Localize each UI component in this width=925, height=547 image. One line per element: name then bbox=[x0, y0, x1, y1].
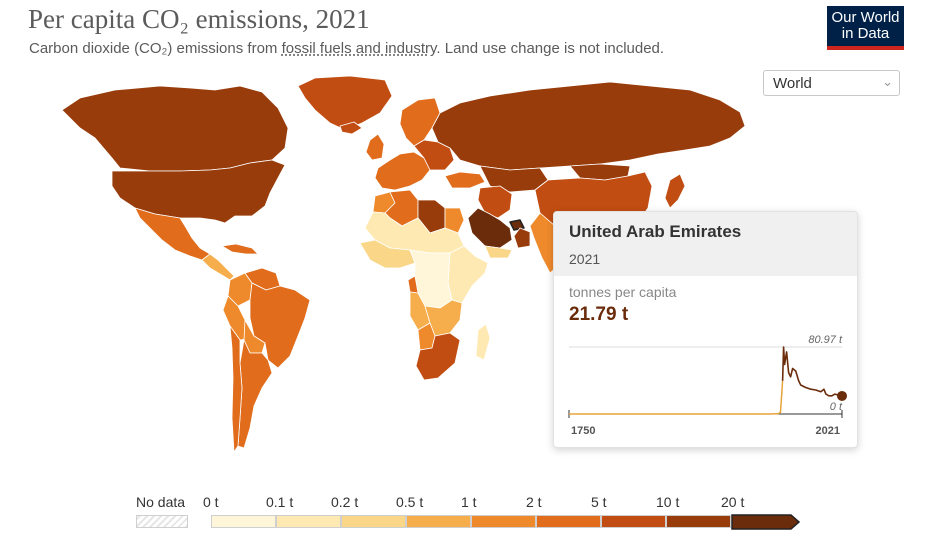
legend-swatch[interactable] bbox=[601, 515, 666, 528]
country-Europe-West[interactable] bbox=[374, 151, 431, 191]
legend-label: 5 t bbox=[591, 494, 607, 510]
tooltip-country: United Arab Emirates bbox=[569, 222, 742, 241]
country-Chile[interactable] bbox=[229, 325, 243, 453]
legend-label: 10 t bbox=[656, 494, 680, 510]
country-Iceland[interactable] bbox=[339, 121, 363, 135]
region-select[interactable]: World ⌄ bbox=[763, 70, 900, 96]
sparkline-end-year: 2021 bbox=[816, 425, 840, 437]
country-Argentina[interactable] bbox=[237, 339, 273, 449]
tooltip-unit-label: tonnes per capita bbox=[569, 284, 677, 300]
country-South-Africa[interactable] bbox=[415, 332, 461, 381]
legend-no-data-swatch[interactable] bbox=[136, 515, 188, 528]
world-map bbox=[61, 75, 746, 453]
color-legend: No data 0 t 0.1 t 0.2 t 0.5 t 1 t 2 t 5 t 10 t 2… bbox=[0, 490, 925, 540]
legend-label: 2 t bbox=[526, 494, 542, 510]
sparkline-series-early bbox=[569, 380, 784, 415]
sparkline: 80.97 t 0 t 1750 2021 bbox=[568, 334, 847, 437]
sparkline-min-label: 0 t bbox=[830, 401, 843, 413]
chart-subtitle: Carbon dioxide (CO₂) emissions from foss… bbox=[29, 40, 664, 57]
country-United-Arab-Emirates[interactable] bbox=[509, 219, 525, 231]
country-Turkey[interactable] bbox=[444, 171, 486, 189]
logo-line-2: in Data bbox=[841, 25, 890, 42]
legend-label: 0.2 t bbox=[331, 494, 359, 510]
country-Madagascar[interactable] bbox=[475, 323, 491, 361]
legend-swatch[interactable] bbox=[666, 515, 731, 528]
legend-swatch[interactable] bbox=[276, 515, 341, 528]
legend-swatch-open-ended[interactable] bbox=[731, 514, 803, 530]
legend-swatch[interactable] bbox=[211, 515, 276, 528]
legend-label: 0 t bbox=[203, 494, 219, 510]
legend-swatch[interactable] bbox=[406, 515, 471, 528]
country-Central-America[interactable] bbox=[201, 253, 235, 281]
sparkline-series bbox=[781, 346, 843, 397]
legend-label: 20 t bbox=[721, 494, 745, 510]
subtitle-text-end: . Land use change is not included. bbox=[436, 40, 665, 57]
legend-label: 1 t bbox=[461, 494, 477, 510]
country-Saudi-Arabia[interactable] bbox=[467, 207, 513, 249]
country-Greenland[interactable] bbox=[297, 75, 393, 131]
legend-swatch[interactable] bbox=[536, 515, 601, 528]
country-Egypt[interactable] bbox=[444, 207, 465, 234]
region-select-value: World bbox=[773, 75, 812, 92]
country-Oman[interactable] bbox=[513, 227, 531, 249]
legend-label: 0.1 t bbox=[266, 494, 294, 510]
country-Europe-East[interactable] bbox=[413, 139, 455, 171]
country-Brazil[interactable] bbox=[249, 282, 311, 369]
country-Canada[interactable] bbox=[61, 85, 289, 172]
tooltip-header: United Arab Emirates 2021 bbox=[554, 212, 857, 276]
legend-swatch[interactable] bbox=[471, 515, 536, 528]
sparkline-max-label: 80.97 t bbox=[808, 334, 843, 346]
legend-swatch[interactable] bbox=[341, 515, 406, 528]
tooltip-year: 2021 bbox=[569, 251, 601, 267]
our-world-in-data-logo[interactable]: Our World in Data bbox=[827, 6, 904, 50]
country-tooltip: United Arab Emirates 2021 tonnes per cap… bbox=[553, 211, 858, 448]
subtitle-text: Carbon dioxide (CO₂) emissions from bbox=[29, 40, 282, 57]
chart-title: Per capita CO₂ emissions, 2021 bbox=[28, 4, 370, 34]
legend-no-data-label: No data bbox=[136, 494, 186, 510]
fossil-fuels-link[interactable]: fossil fuels and industry bbox=[281, 40, 437, 57]
sparkline-end-point bbox=[837, 390, 847, 401]
country-Russia[interactable] bbox=[431, 81, 746, 171]
legend-label: 0.5 t bbox=[396, 494, 424, 510]
country-Iran[interactable] bbox=[477, 185, 513, 219]
country-East-Africa[interactable] bbox=[447, 245, 489, 304]
country-Yemen[interactable] bbox=[484, 245, 513, 259]
chevron-down-icon: ⌄ bbox=[882, 74, 893, 89]
tooltip-value: 21.79 t bbox=[569, 304, 629, 325]
country-Japan[interactable] bbox=[664, 173, 686, 209]
country-Caribbean[interactable] bbox=[221, 243, 259, 255]
country-UK-and-Ireland[interactable] bbox=[365, 133, 385, 161]
logo-line-1: Our World bbox=[831, 9, 900, 26]
sparkline-start-year: 1750 bbox=[571, 425, 595, 437]
country-Scandinavia[interactable] bbox=[399, 97, 441, 147]
